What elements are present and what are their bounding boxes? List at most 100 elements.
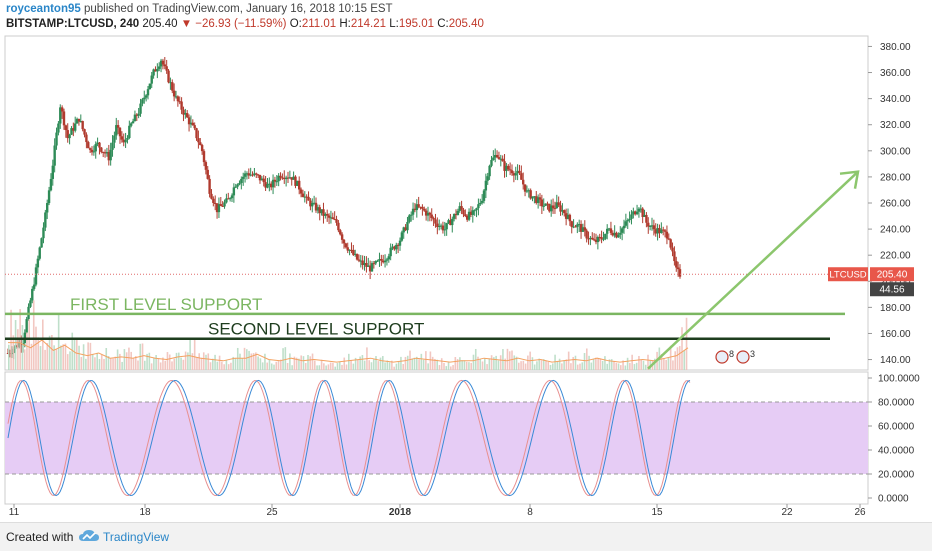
volume-bar <box>592 358 595 370</box>
y-tick-label: 220.00 <box>880 251 911 262</box>
volume-bar <box>76 339 78 370</box>
candle-body <box>361 260 364 266</box>
volume-bar <box>314 360 316 370</box>
volume-bar <box>552 363 554 370</box>
price-tag-value: 205.40 <box>877 270 908 281</box>
candle-body <box>307 196 310 201</box>
candle-body <box>469 211 473 215</box>
candle-body <box>74 123 77 131</box>
candle-body <box>174 96 178 98</box>
volume-bar <box>635 362 638 370</box>
candle-body <box>118 127 122 137</box>
candle-body <box>234 186 237 188</box>
volume-bar <box>261 362 264 370</box>
osc-y-tick-label: 0.0000 <box>878 494 909 505</box>
volume-bar <box>116 349 119 370</box>
candle-body <box>523 184 527 192</box>
candle-body <box>169 82 172 84</box>
candle-body <box>514 173 517 176</box>
volume-bar <box>413 357 416 370</box>
candle-body <box>40 238 43 248</box>
volume-bar <box>234 357 237 370</box>
volume-bar <box>57 313 60 370</box>
volume-bar <box>513 355 516 370</box>
candle-body <box>60 107 64 112</box>
candle-body <box>458 206 461 211</box>
candle-body <box>501 158 504 162</box>
candle-body <box>574 226 577 228</box>
candle-body <box>215 203 219 213</box>
candle-body <box>81 121 84 130</box>
volume-bar <box>540 360 543 370</box>
volume-bar <box>26 332 28 370</box>
candle-body <box>262 178 265 183</box>
candle-body <box>204 162 208 170</box>
candle-body <box>288 177 292 179</box>
volume-bar <box>574 355 577 370</box>
volume-bar <box>452 365 454 370</box>
candle-body <box>576 224 579 227</box>
tradingview-cloud-icon <box>79 530 99 541</box>
volume-bar <box>588 355 590 370</box>
volume-bar <box>386 360 389 370</box>
volume-bar <box>148 352 151 370</box>
candle-body <box>352 249 355 255</box>
candle-body <box>533 196 536 198</box>
candle-body <box>434 219 437 224</box>
volume-bar <box>586 348 588 370</box>
candle-body <box>296 180 299 186</box>
candle-body <box>387 256 390 260</box>
candle-body <box>617 234 620 238</box>
candle-body <box>624 221 628 226</box>
candle-body <box>557 202 560 206</box>
event-flag-icon <box>715 350 729 364</box>
candle-body <box>290 177 293 180</box>
author-link[interactable]: roycеanton95 <box>6 3 81 15</box>
x-tick-label: 8 <box>527 507 533 518</box>
volume-bar <box>379 357 382 370</box>
candle-body <box>538 197 542 200</box>
volume-bar <box>425 351 427 370</box>
candle-body <box>182 109 185 115</box>
candle-body <box>139 103 142 114</box>
volume-bar <box>404 356 407 370</box>
candle-body <box>199 142 202 146</box>
osc-y-tick-label: 60.0000 <box>878 422 915 433</box>
candle-body <box>555 202 558 209</box>
volume-bar <box>343 357 346 370</box>
price-chart[interactable]: 380.00360.00340.00320.00300.00280.00260.… <box>0 0 932 522</box>
volume-bar <box>130 351 132 370</box>
high-value: 214.21 <box>350 18 387 30</box>
volume-bar <box>422 359 425 370</box>
volume-bar <box>524 363 527 370</box>
candle-body <box>124 139 127 143</box>
volume-bar <box>620 365 622 370</box>
candle-body <box>650 225 654 227</box>
candle-body <box>283 177 286 180</box>
candle-body <box>180 101 183 110</box>
candle-body <box>79 121 82 123</box>
candle-body <box>29 300 32 307</box>
volume-bar <box>622 360 624 370</box>
y-tick-label: 380.00 <box>880 42 911 53</box>
volume-bar <box>504 358 506 370</box>
volume-bar <box>518 362 520 370</box>
y-tick-label: 180.00 <box>880 303 911 314</box>
volume-bar <box>225 359 228 370</box>
candle-body <box>314 202 318 211</box>
volume-bar <box>338 361 341 370</box>
candle-body <box>663 230 667 232</box>
candle-body <box>303 196 306 198</box>
y-tick-label: 240.00 <box>880 225 911 236</box>
volume-bar <box>549 364 552 370</box>
candle-body <box>210 193 213 199</box>
volume-bar <box>388 362 391 370</box>
candle-body <box>178 101 181 103</box>
volume-bar <box>209 362 212 370</box>
candle-body <box>587 238 590 240</box>
tradingview-brand[interactable]: TradingView <box>103 530 170 544</box>
volume-bar <box>497 360 500 370</box>
y-tick-label: 160.00 <box>880 329 911 340</box>
low-value: 195.01 <box>398 18 435 30</box>
candle-body <box>546 203 549 205</box>
